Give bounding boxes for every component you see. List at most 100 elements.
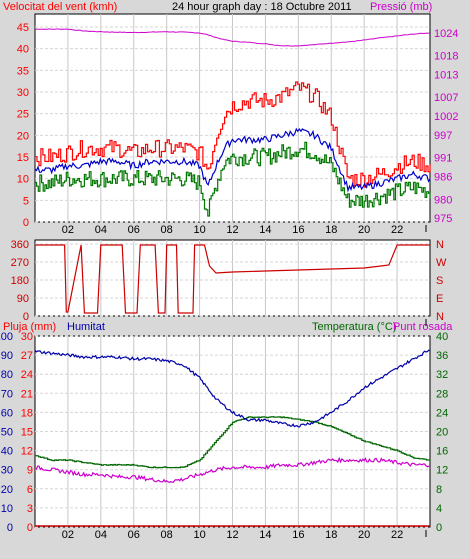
hour-tick-label: 02 bbox=[62, 224, 74, 236]
hour-tick-label: 08 bbox=[161, 224, 173, 236]
humidity-tick-label: 20 bbox=[1, 484, 13, 496]
wind-gust-line bbox=[35, 81, 431, 188]
wind-tick-label: 0 bbox=[23, 217, 29, 229]
humidity-tick-label: 60 bbox=[1, 407, 13, 419]
pressure-tick-label: 1007 bbox=[434, 92, 458, 104]
temperature-line bbox=[35, 416, 431, 469]
rain-label: Pluja (mm) bbox=[3, 321, 56, 333]
hour-tick-label: 08 bbox=[161, 529, 173, 541]
hour-tick-label: 22 bbox=[391, 224, 403, 236]
humidity-tick-label: 30 bbox=[1, 465, 13, 477]
humidity-tick-label: 0 bbox=[7, 522, 13, 534]
humidity-tick-label: 50 bbox=[1, 427, 13, 439]
hour-tick-label: 14 bbox=[259, 529, 271, 541]
temperature-tick-label: 24 bbox=[436, 407, 448, 419]
temperature-tick-label: 16 bbox=[436, 446, 448, 458]
compass-label: W bbox=[436, 257, 447, 269]
pressure-line bbox=[35, 28, 431, 47]
temperature-tick-label: 28 bbox=[436, 388, 448, 400]
wind-tick-label: 35 bbox=[17, 65, 29, 77]
temperature-tick-label: 40 bbox=[436, 331, 448, 343]
rain-tick-label: 3 bbox=[27, 503, 33, 515]
rain-tick-label: 0 bbox=[27, 522, 33, 534]
rain-tick-label: 18 bbox=[21, 407, 33, 419]
rain-tick-label: 9 bbox=[27, 465, 33, 477]
hour-tick-label: 22 bbox=[391, 529, 403, 541]
temperature-tick-label: 4 bbox=[436, 503, 442, 515]
temperature-tick-label: 20 bbox=[436, 427, 448, 439]
wind-tick-label: 5 bbox=[23, 195, 29, 207]
hour-tick-label: 12 bbox=[226, 529, 238, 541]
hour-tick-label: 12 bbox=[226, 224, 238, 236]
rain-tick-label: 21 bbox=[21, 388, 33, 400]
compass-label: S bbox=[436, 275, 443, 287]
pressure-tick-label: 980 bbox=[434, 194, 452, 206]
humidity-tick-label: 80 bbox=[1, 369, 13, 381]
humidity-tick-label: 100 bbox=[0, 331, 13, 343]
compass-label: E bbox=[436, 293, 443, 305]
humidity-label: Humitat bbox=[67, 321, 105, 333]
wind-average-line bbox=[34, 127, 431, 193]
hour-tick-label: 04 bbox=[95, 529, 107, 541]
humidity-tick-label: 90 bbox=[1, 350, 13, 362]
pressure-tick-label: 997 bbox=[434, 130, 452, 142]
hour-tick-label: 10 bbox=[193, 529, 205, 541]
wind-speed-label: Velocitat del vent (kmh) bbox=[3, 1, 117, 13]
direction-tick-label: 90 bbox=[17, 293, 29, 305]
hour-tick-label: 10 bbox=[193, 224, 205, 236]
dewpoint-line bbox=[34, 456, 430, 483]
rain-tick-label: 6 bbox=[27, 484, 33, 496]
wind-tick-label: 15 bbox=[17, 152, 29, 164]
pressure-label: Pressió (mb) bbox=[370, 1, 432, 13]
hour-tick-label: 14 bbox=[259, 224, 271, 236]
temperature-tick-label: 32 bbox=[436, 369, 448, 381]
rain-tick-label: 24 bbox=[21, 369, 33, 381]
chart-title: 24 hour graph day : 18 Octubre 2011 bbox=[172, 1, 352, 13]
temperature-tick-label: 8 bbox=[436, 484, 442, 496]
humidity-line bbox=[34, 349, 431, 428]
temperature-tick-label: 0 bbox=[436, 522, 442, 534]
hour-tick-label: 18 bbox=[325, 224, 337, 236]
wind-tick-label: 10 bbox=[17, 174, 29, 186]
rain-tick-label: 12 bbox=[21, 446, 33, 458]
hour-tick-label: 06 bbox=[128, 529, 140, 541]
pressure-tick-label: 1018 bbox=[434, 51, 458, 63]
humidity-tick-label: 70 bbox=[1, 388, 13, 400]
temperature-label: Temperatura (°C) bbox=[312, 321, 396, 333]
temperature-tick-label: 36 bbox=[436, 350, 448, 362]
humidity-tick-label: 40 bbox=[1, 446, 13, 458]
wind-tick-label: 40 bbox=[17, 44, 29, 56]
hour-tick-label: 18 bbox=[325, 529, 337, 541]
direction-tick-label: 0 bbox=[23, 311, 29, 323]
direction-tick-label: 180 bbox=[11, 275, 29, 287]
rain-tick-label: 15 bbox=[21, 427, 33, 439]
hour-tick-label: 20 bbox=[358, 224, 370, 236]
wind-tick-label: 20 bbox=[17, 130, 29, 142]
wind-min-line bbox=[35, 141, 431, 217]
pressure-tick-label: 986 bbox=[434, 172, 452, 184]
temperature-tick-label: 12 bbox=[436, 465, 448, 477]
pressure-tick-label: 991 bbox=[434, 153, 452, 165]
hour-tick-label: 02 bbox=[62, 529, 74, 541]
pressure-tick-label: 1024 bbox=[434, 28, 458, 40]
compass-label: N bbox=[436, 311, 444, 323]
rain-tick-label: 30 bbox=[21, 331, 33, 343]
pressure-tick-label: 975 bbox=[434, 213, 452, 225]
pressure-tick-label: 1002 bbox=[434, 111, 458, 123]
hour-tick-label: 16 bbox=[292, 224, 304, 236]
compass-label: N bbox=[436, 239, 444, 251]
wind-tick-label: 30 bbox=[17, 87, 29, 99]
pressure-tick-label: 1013 bbox=[434, 70, 458, 82]
hour-tick-label: 20 bbox=[358, 529, 370, 541]
wind-tick-label: 25 bbox=[17, 109, 29, 121]
dewpoint-label: Punt rosada bbox=[393, 321, 453, 333]
hour-tick-label: 04 bbox=[95, 224, 107, 236]
wind-direction-line bbox=[35, 244, 430, 314]
hour-tick-label: 06 bbox=[128, 224, 140, 236]
direction-tick-label: 270 bbox=[11, 257, 29, 269]
direction-tick-label: 360 bbox=[11, 239, 29, 251]
wind-tick-label: 45 bbox=[17, 22, 29, 34]
hour-tick-label: 16 bbox=[292, 529, 304, 541]
rain-tick-label: 27 bbox=[21, 350, 33, 362]
